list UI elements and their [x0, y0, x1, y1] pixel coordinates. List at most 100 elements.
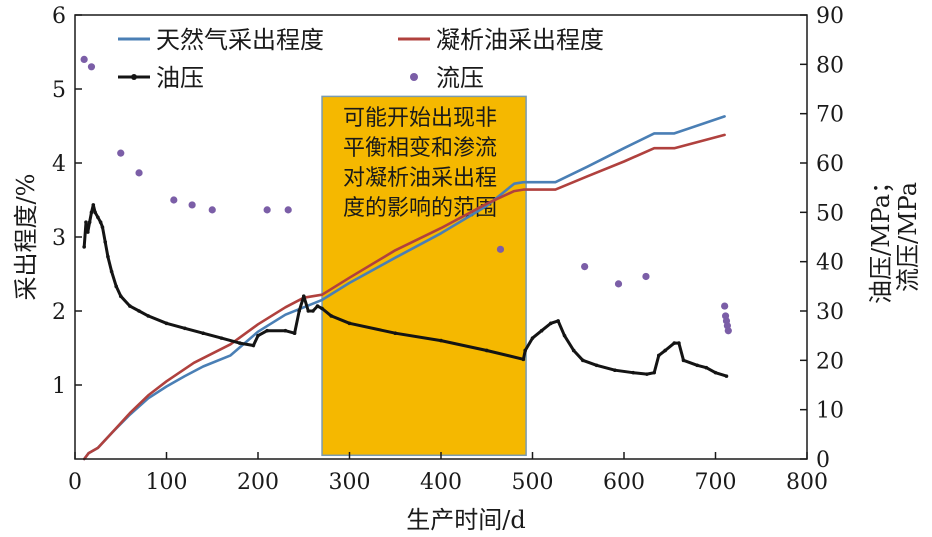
- marker-oil-pressure-20: [201, 331, 205, 336]
- y-right-tick-label-8: 80: [816, 53, 844, 78]
- marker-oil-pressure-50: [631, 370, 635, 375]
- point-flow-pressure-8: [284, 206, 292, 214]
- point-flow-pressure-12: [642, 272, 650, 281]
- marker-oil-pressure-43: [549, 321, 553, 326]
- y-right-tick-label-7: 70: [816, 103, 844, 128]
- legend-marker-flow-pressure: [410, 73, 418, 81]
- marker-oil-pressure-17: [146, 314, 150, 318]
- marker-oil-pressure-53: [656, 353, 661, 358]
- point-flow-pressure-13: [721, 302, 729, 310]
- marker-oil-pressure-36: [393, 331, 398, 336]
- marker-oil-pressure-19: [183, 326, 187, 331]
- x-tick-label-8: 800: [786, 470, 828, 495]
- point-flow-pressure-7: [263, 206, 271, 214]
- marker-oil-pressure-58: [695, 363, 699, 368]
- legend-label-gas: 天然气采出程度: [156, 26, 324, 54]
- point-flow-pressure-2: [117, 149, 125, 157]
- marker-oil-pressure-18: [164, 321, 169, 326]
- ticks-layer: 0 100 200 300 400 500 600 700 800123456010203040…: [52, 4, 844, 495]
- marker-oil-pressure-26: [283, 328, 288, 333]
- marker-oil-pressure-49: [613, 368, 617, 373]
- marker-oil-pressure-42: [539, 328, 544, 333]
- marker-oil-pressure-8: [98, 220, 103, 224]
- x-tick-label-4: 400: [420, 470, 462, 495]
- x-tick-label-0: 0: [68, 470, 82, 495]
- marker-oil-pressure-4: [89, 210, 94, 215]
- marker-oil-pressure-10: [103, 240, 107, 244]
- y-right-tick-label-6: 60: [816, 152, 844, 177]
- y-left-tick-label-5: 6: [52, 4, 66, 29]
- marker-oil-pressure-31: [311, 309, 315, 313]
- marker-oil-pressure-0: [82, 245, 86, 249]
- marker-oil-pressure-1: [84, 220, 88, 224]
- marker-oil-pressure-5: [91, 203, 96, 207]
- marker-oil-pressure-44: [556, 319, 560, 323]
- highlight-text-line-4: 度的影响的范围: [343, 196, 497, 221]
- marker-oil-pressure-11: [106, 254, 110, 259]
- marker-oil-pressure-40: [523, 348, 527, 353]
- marker-oil-pressure-55: [672, 341, 677, 345]
- marker-oil-pressure-27: [292, 331, 297, 336]
- marker-oil-pressure-28: [297, 309, 301, 313]
- highlight-text-line-1: 可能开始出现非: [343, 106, 497, 131]
- series-layer: [80, 55, 732, 461]
- left-axis-title: 采出程度/%: [12, 174, 40, 301]
- marker-oil-pressure-33: [320, 306, 324, 311]
- highlight-text-line-3: 对凝析油采出程: [343, 166, 497, 191]
- marker-oil-pressure-52: [652, 370, 656, 375]
- marker-oil-pressure-54: [663, 348, 667, 353]
- legend-label-condensate: 凝析油采出程度: [436, 26, 604, 54]
- point-flow-pressure-9: [496, 245, 505, 253]
- y-right-tick-label-2: 20: [816, 349, 844, 374]
- marker-oil-pressure-24: [256, 333, 260, 338]
- highlight-region: 可能开始出现非 平衡相变和渗流 对凝析油采出程 度的影响的范围: [321, 95, 527, 457]
- point-flow-pressure-11: [614, 280, 623, 288]
- point-flow-pressure-4: [170, 196, 178, 204]
- marker-oil-pressure-3: [87, 220, 92, 224]
- y-right-tick-label-0: 0: [816, 448, 830, 473]
- series-line-oil-pressure: [82, 203, 728, 378]
- marker-oil-pressure-9: [100, 225, 105, 229]
- marker-oil-pressure-34: [329, 314, 334, 318]
- y-left-tick-label-0: 1: [52, 374, 66, 399]
- series-line-condensate: [82, 133, 726, 461]
- x-tick-label-6: 600: [603, 470, 645, 495]
- x-tick-label-3: 300: [329, 470, 371, 495]
- marker-oil-pressure-6: [93, 210, 97, 215]
- y-left-tick-label-4: 5: [52, 78, 66, 103]
- right-axis-title-line-2: 流压/MPa: [894, 182, 922, 292]
- marker-oil-pressure-32: [315, 304, 320, 308]
- point-flow-pressure-0: [80, 55, 88, 64]
- marker-oil-pressure-23: [251, 343, 256, 348]
- marker-oil-pressure-2: [86, 230, 90, 234]
- legend-label-flow-pressure: 流压: [436, 64, 484, 92]
- legend-label-oil-pressure: 油压: [156, 64, 204, 92]
- marker-oil-pressure-25: [265, 328, 269, 333]
- marker-oil-pressure-45: [562, 333, 567, 338]
- marker-oil-pressure-51: [645, 372, 649, 376]
- marker-oil-pressure-22: [237, 341, 242, 345]
- marker-oil-pressure-35: [347, 321, 352, 326]
- marker-oil-pressure-46: [571, 348, 576, 353]
- point-flow-pressure-1: [87, 63, 96, 71]
- marker-oil-pressure-30: [306, 309, 311, 313]
- y-right-tick-label-4: 40: [816, 251, 844, 276]
- marker-oil-pressure-21: [219, 336, 224, 340]
- marker-oil-pressure-47: [581, 358, 585, 363]
- y-left-tick-label-3: 4: [52, 152, 66, 177]
- marker-oil-pressure-56: [677, 341, 681, 345]
- x-tick-label-1: 100: [146, 470, 188, 495]
- marker-oil-pressure-41: [530, 336, 535, 340]
- right-axis-title-line-1: 油压/MPa；: [867, 170, 895, 304]
- x-tick-label-7: 700: [695, 470, 737, 495]
- x-tick-label-2: 200: [237, 470, 279, 495]
- legend: 天然气采出程度 凝析油采出程度 油压 流压: [118, 26, 604, 92]
- marker-oil-pressure-37: [439, 338, 443, 343]
- y-right-tick-label-1: 10: [816, 399, 844, 424]
- marker-oil-pressure-15: [128, 304, 132, 308]
- marker-oil-pressure-57: [681, 358, 686, 363]
- y-right-tick-label-5: 50: [816, 201, 844, 226]
- marker-oil-pressure-48: [594, 363, 599, 368]
